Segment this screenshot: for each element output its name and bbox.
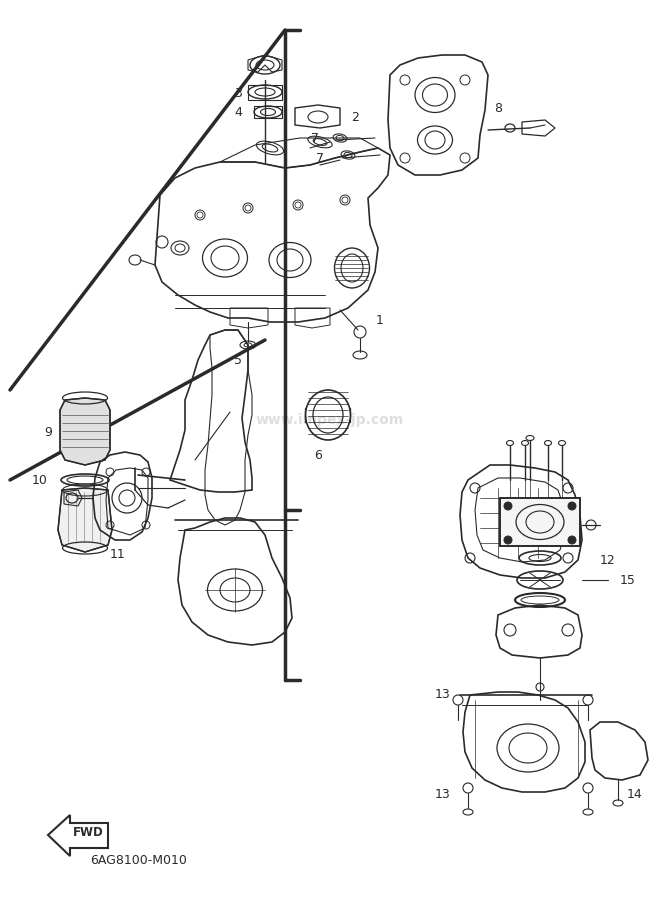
Text: 8: 8 xyxy=(494,101,502,114)
Text: 5: 5 xyxy=(234,353,242,366)
Text: 1: 1 xyxy=(376,313,384,327)
Text: www.impex-jp.com: www.impex-jp.com xyxy=(256,413,404,427)
Text: 11: 11 xyxy=(110,549,126,561)
Polygon shape xyxy=(60,398,110,465)
Text: 13: 13 xyxy=(434,688,450,701)
Circle shape xyxy=(568,536,576,544)
Bar xyxy=(500,498,580,546)
Circle shape xyxy=(504,536,512,544)
Text: 2: 2 xyxy=(351,110,359,123)
Text: 6AG8100-M010: 6AG8100-M010 xyxy=(90,854,187,866)
Text: 15: 15 xyxy=(620,573,636,586)
Text: 14: 14 xyxy=(627,789,643,802)
Text: 12: 12 xyxy=(600,553,616,566)
Bar xyxy=(500,498,580,546)
Text: 6: 6 xyxy=(314,448,322,461)
Text: 4: 4 xyxy=(234,106,242,119)
Circle shape xyxy=(568,502,576,510)
Text: 7: 7 xyxy=(316,152,324,164)
Text: FWD: FWD xyxy=(73,825,103,838)
Text: 3: 3 xyxy=(234,87,242,100)
Text: 7: 7 xyxy=(311,131,319,144)
Polygon shape xyxy=(58,488,112,552)
Text: 10: 10 xyxy=(32,474,48,487)
Text: 13: 13 xyxy=(434,789,450,802)
Circle shape xyxy=(504,502,512,510)
Text: 9: 9 xyxy=(44,425,52,438)
